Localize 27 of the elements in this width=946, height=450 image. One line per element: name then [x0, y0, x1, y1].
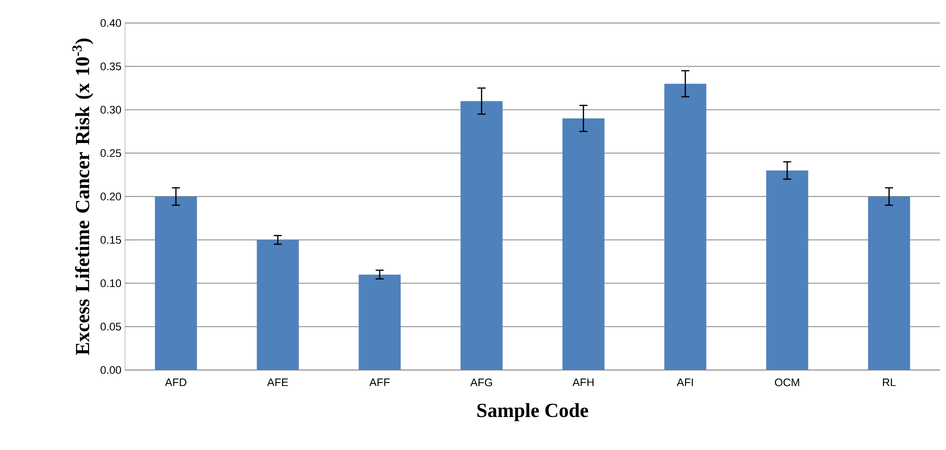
bar	[460, 101, 503, 370]
y-tick-label: 0.05	[100, 322, 122, 331]
x-tick-label: AFI	[676, 378, 693, 386]
x-tick-label: AFD	[164, 378, 186, 386]
x-tick-label: AFH	[572, 378, 594, 386]
y-tick-label: 0.15	[100, 236, 122, 244]
y-tick-label: 0.35	[100, 62, 122, 70]
x-tick-label: RL	[882, 378, 896, 386]
y-tick-label: 0.25	[100, 149, 122, 158]
bar	[868, 196, 910, 370]
x-tick-label: AFE	[267, 378, 288, 386]
bar	[154, 196, 197, 370]
bar	[766, 170, 808, 370]
y-tick-label: 0.20	[100, 192, 122, 200]
bar	[664, 84, 706, 370]
y-tick-label: 0.00	[100, 366, 122, 374]
bar	[562, 118, 604, 370]
y-tick-label: 0.40	[100, 19, 122, 27]
x-tick-label: AFG	[470, 378, 492, 386]
x-tick-label: OCM	[774, 378, 800, 386]
x-tick-label: AFF	[369, 378, 390, 386]
y-tick-label: 0.30	[100, 106, 122, 114]
y-tick-label: 0.10	[100, 279, 122, 288]
y-axis-title: Excess Lifetime Cancer Risk (x 10$^{-3}$)	[72, 38, 94, 355]
bar	[358, 274, 401, 370]
bar	[256, 240, 299, 370]
x-axis-title: Sample Code	[477, 403, 588, 422]
